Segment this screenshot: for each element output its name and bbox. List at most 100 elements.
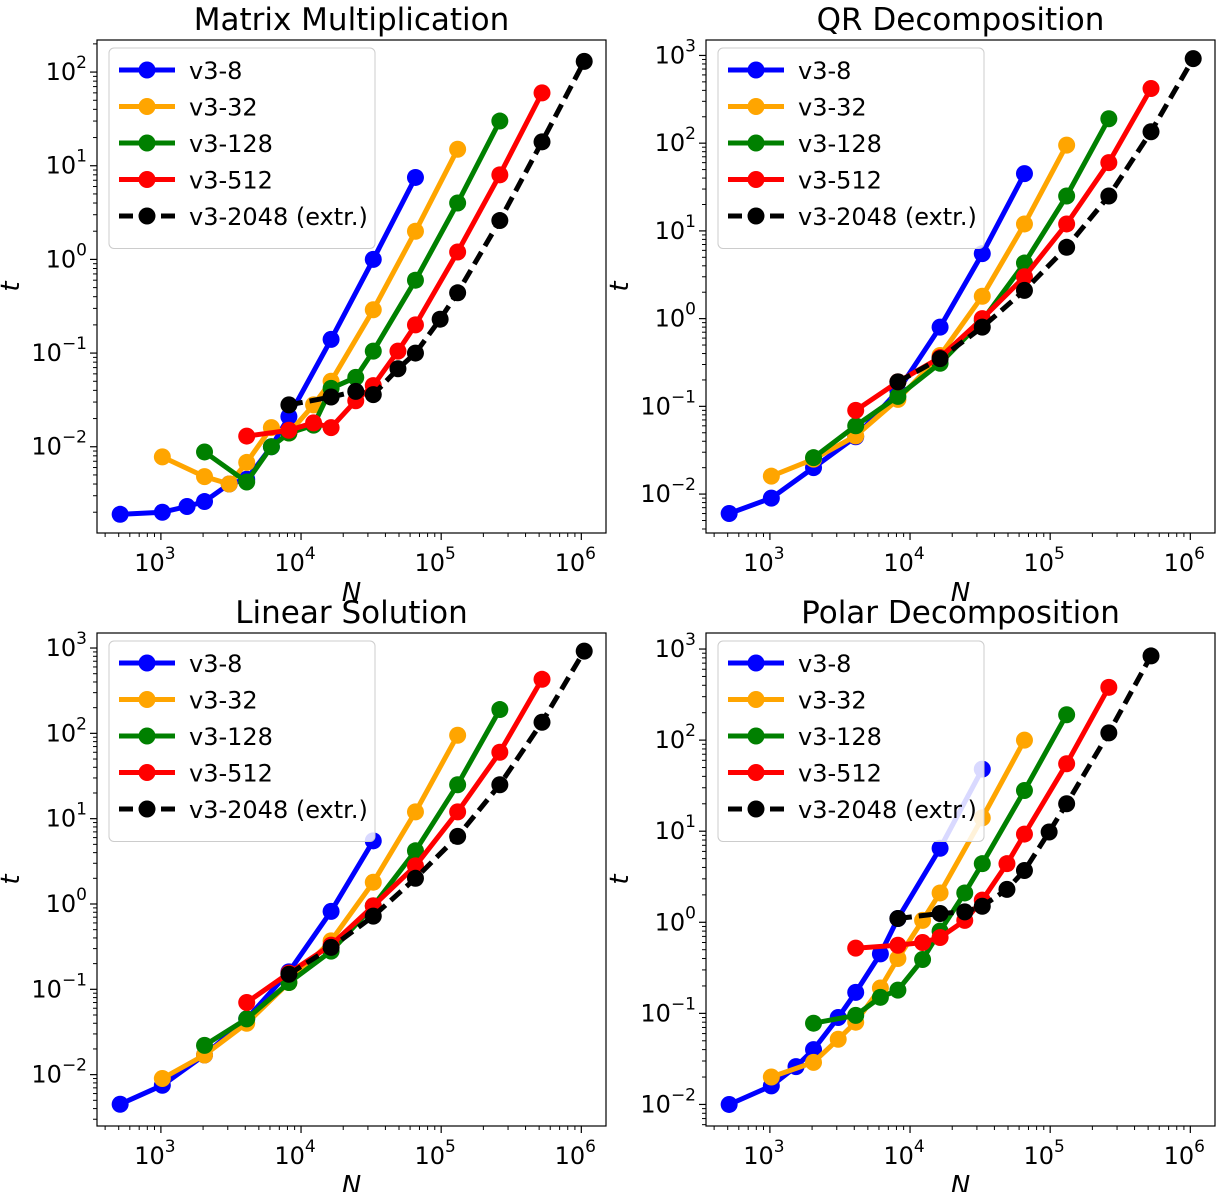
data-point (1100, 724, 1118, 742)
y-axis-label: t (0, 874, 26, 885)
x-tick-label: 104 (883, 1137, 924, 1170)
x-minor-ticks (104, 533, 576, 537)
plot-area (111, 642, 593, 1113)
legend-marker (138, 61, 156, 79)
series-line (813, 713, 1069, 1026)
data-point (280, 396, 298, 414)
data-point (196, 493, 214, 511)
y-tick-base: 10 (640, 1090, 671, 1118)
legend-label: v3-512 (798, 167, 882, 195)
x-axis-label: N (342, 578, 361, 608)
data-point (847, 417, 865, 435)
data-point (449, 194, 467, 212)
x-tick-exponent: 3 (774, 544, 785, 564)
data-point (431, 310, 449, 328)
y-tick-base: 10 (46, 805, 77, 833)
legend: v3-8 v3-32 v3-128 v3-512 v3-2048 (extr.) (717, 640, 985, 842)
x-tick-exponent: 4 (305, 544, 316, 564)
legend-marker (138, 171, 156, 188)
x-axis-label: N (342, 1171, 361, 1192)
x-tick-label: 106 (1164, 544, 1205, 577)
data-point (364, 873, 382, 891)
data-point (389, 342, 407, 360)
legend-entry-v3-128: v3-128 (119, 130, 273, 158)
y-tick-label: 102 (46, 714, 87, 747)
y-tick-exponent: 1 (76, 147, 87, 167)
data-point (364, 907, 382, 925)
x-minor-ticks (713, 1126, 1185, 1130)
data-point (1058, 136, 1076, 154)
y-tick-exponent: 2 (685, 721, 696, 741)
y-tick-label: 102 (655, 721, 696, 754)
data-point (153, 1070, 171, 1088)
legend-marker (138, 800, 156, 818)
data-point (491, 701, 509, 719)
data-point (931, 904, 949, 922)
data-point (196, 443, 214, 461)
y-tick-exponent: −1 (671, 387, 696, 407)
x-tick-exponent: 4 (914, 544, 925, 564)
y-tick-exponent: −2 (671, 475, 696, 495)
x-tick-exponent: 5 (1054, 544, 1065, 564)
y-tick-exponent: −2 (671, 1085, 696, 1105)
data-point (389, 360, 407, 378)
legend-entry-v3-128: v3-128 (728, 130, 882, 158)
legend-marker (138, 98, 156, 115)
x-tick-base: 10 (414, 1142, 445, 1170)
y-tick-label: 10−2 (31, 428, 87, 461)
y-tick-label: 101 (46, 800, 87, 833)
data-point (449, 140, 467, 158)
y-tick-exponent: −2 (62, 1056, 87, 1076)
data-point (1058, 755, 1076, 773)
data-point (973, 855, 991, 873)
data-point (322, 938, 340, 956)
series-v3-2048-extr (280, 642, 593, 983)
data-point (1058, 706, 1076, 724)
y-tick-base: 10 (655, 305, 686, 333)
legend-marker (747, 134, 765, 152)
legend-label: v3-128 (798, 130, 882, 158)
data-point (1015, 165, 1033, 183)
data-point (889, 981, 907, 999)
x-tick-base: 10 (274, 549, 305, 577)
y-tick-base: 10 (655, 817, 686, 845)
x-tick-exponent: 5 (445, 544, 456, 564)
series-v3-2048-extr (889, 647, 1160, 928)
data-point (1100, 187, 1118, 205)
y-tick-exponent: 0 (685, 903, 696, 923)
y-tick-label: 103 (655, 36, 696, 69)
data-point (238, 427, 256, 445)
data-point (1015, 781, 1033, 799)
series-line (770, 738, 1027, 1080)
data-point (1015, 731, 1033, 749)
legend-label: v3-8 (189, 57, 242, 85)
x-tick-label: 106 (555, 544, 596, 577)
y-tick-base: 10 (640, 480, 671, 508)
y-tick-label: 10−2 (640, 1085, 696, 1118)
legend-box (717, 47, 985, 249)
x-tick-label: 105 (1023, 544, 1064, 577)
y-tick-base: 10 (46, 245, 77, 273)
data-point (847, 983, 865, 1001)
y-tick-exponent: 2 (685, 124, 696, 144)
data-point (153, 503, 171, 521)
data-point (847, 939, 865, 957)
data-point (1142, 123, 1160, 141)
y-tick-base: 10 (46, 719, 77, 747)
x-tick-exponent: 5 (1054, 1137, 1065, 1157)
data-point (762, 1068, 780, 1086)
y-tick-base: 10 (640, 392, 671, 420)
legend-label: v3-32 (798, 687, 867, 715)
y-tick-exponent: 1 (685, 812, 696, 832)
legend-label: v3-8 (189, 650, 242, 678)
y-tick-label: 10−1 (31, 334, 87, 367)
legend-box (717, 640, 985, 842)
legend-marker (747, 654, 765, 672)
legend-entry-v3-32: v3-32 (728, 687, 867, 715)
data-point (111, 505, 129, 523)
data-point (238, 994, 256, 1012)
legend-label: v3-32 (189, 94, 258, 122)
legend-marker (747, 207, 765, 225)
x-tick-exponent: 4 (305, 1137, 316, 1157)
x-tick-base: 10 (743, 1142, 774, 1170)
